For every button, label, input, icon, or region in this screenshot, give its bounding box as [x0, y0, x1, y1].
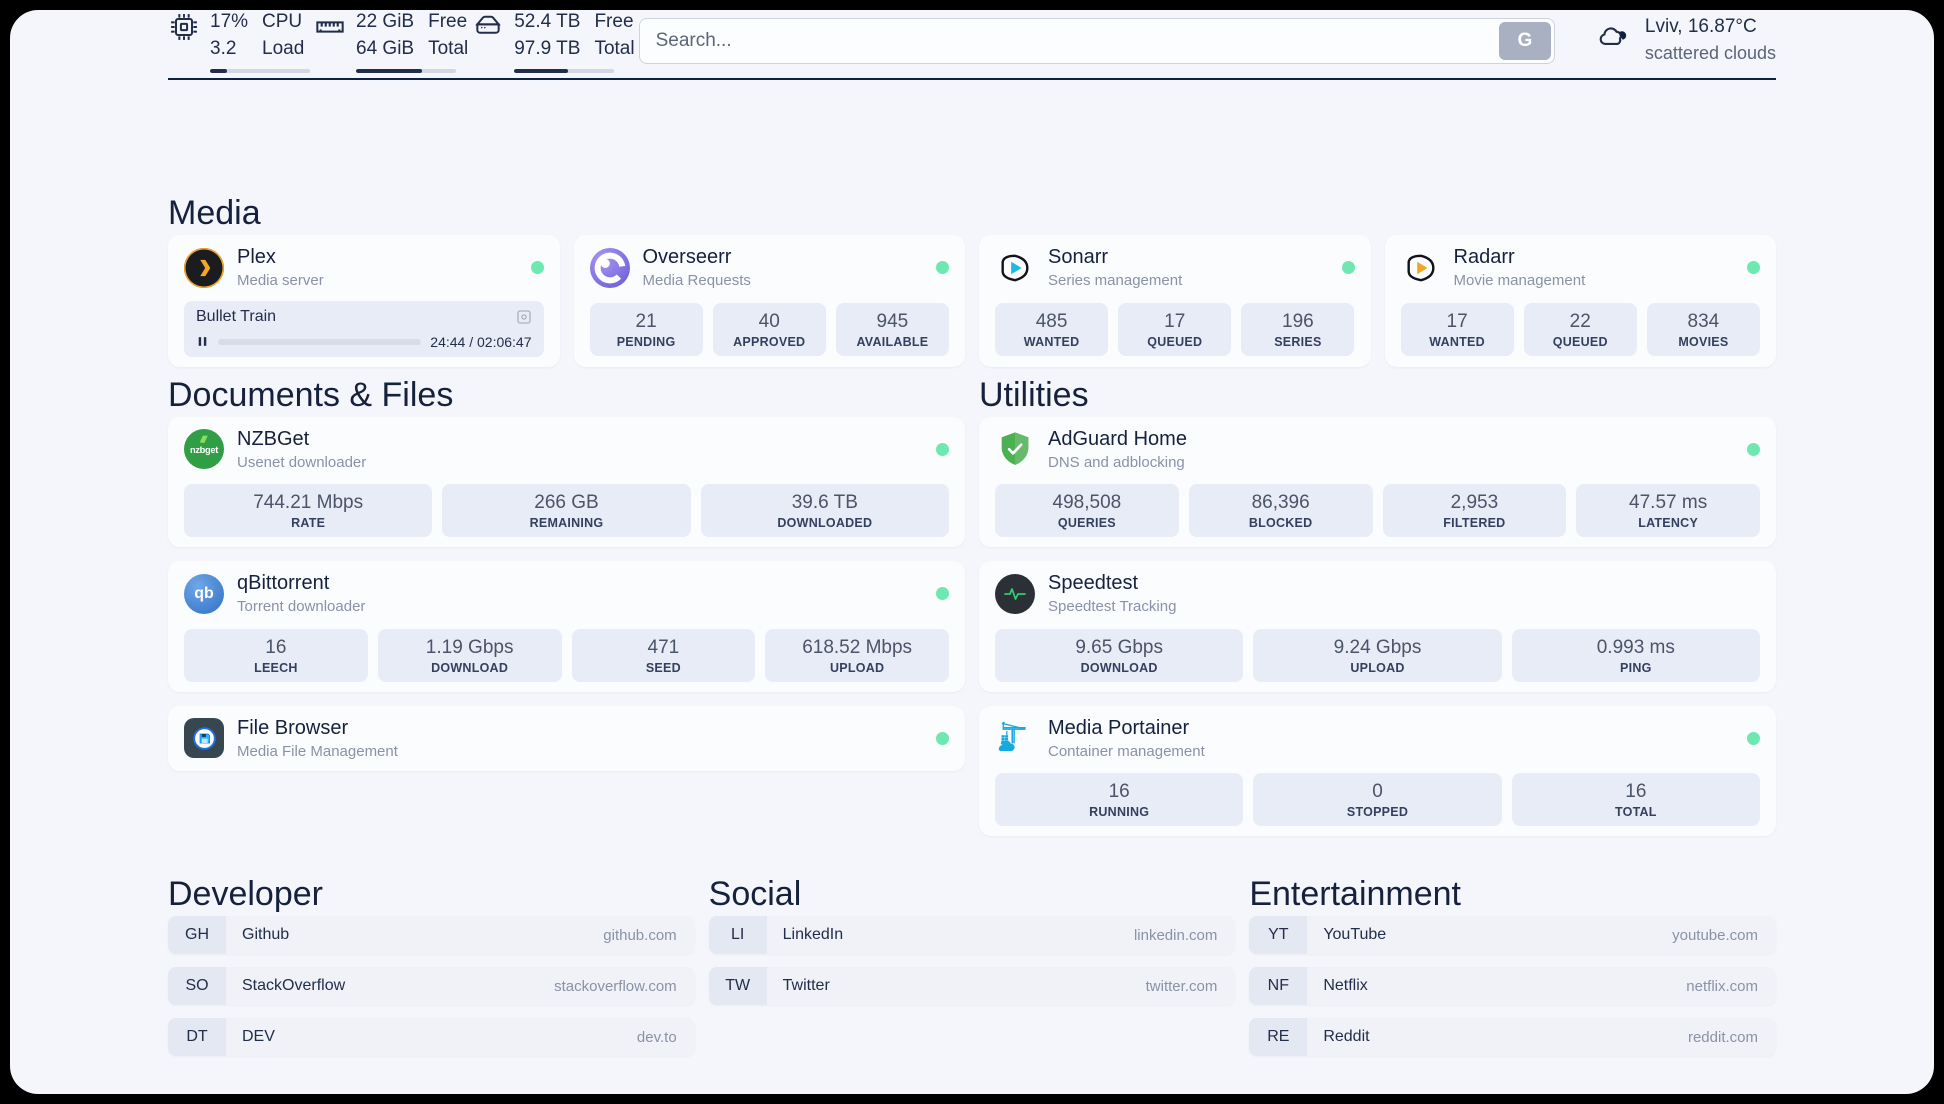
svg-text:nzbget: nzbget [190, 445, 218, 455]
